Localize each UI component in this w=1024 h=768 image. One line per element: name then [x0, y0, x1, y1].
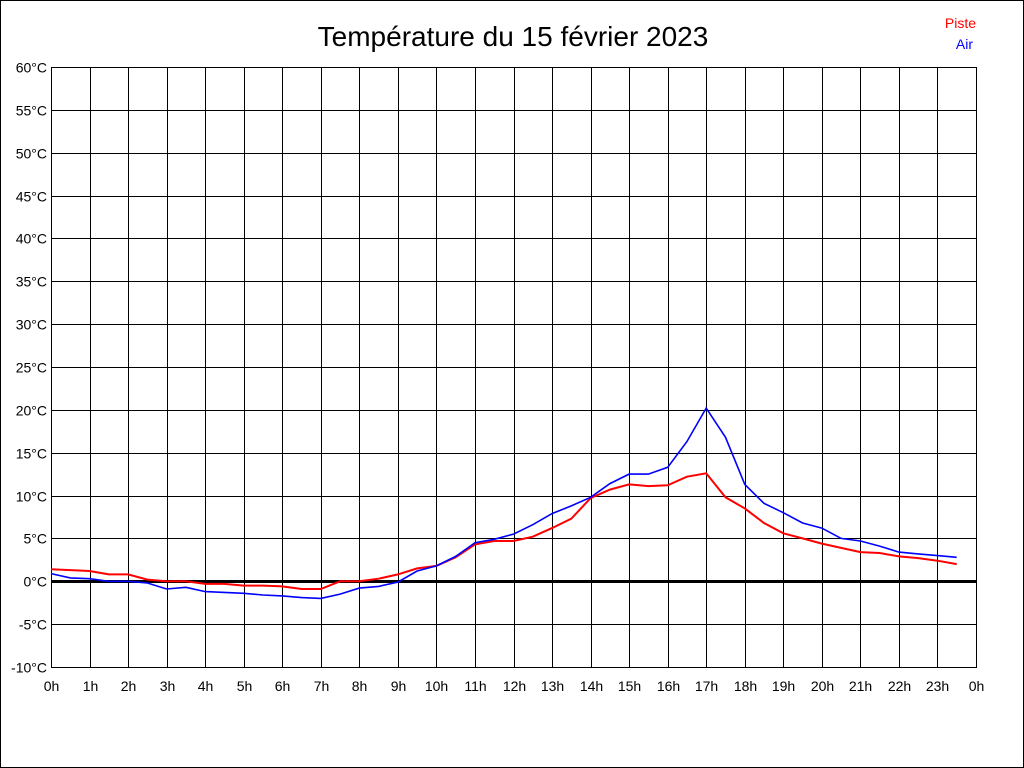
y-tick-label: 30°C — [16, 317, 47, 333]
x-tick-label: 16h — [657, 678, 680, 694]
y-tick-label: 55°C — [16, 103, 47, 119]
x-tick-label: 5h — [237, 678, 253, 694]
y-tick-label: 5°C — [24, 531, 48, 547]
y-tick-label: 0°C — [24, 574, 48, 590]
x-tick-label: 11h — [464, 678, 486, 694]
x-tick-label: 12h — [503, 678, 526, 694]
x-tick-label: 0h — [44, 678, 60, 694]
series-line-piste — [50, 472, 957, 590]
x-tick-label: 20h — [811, 678, 834, 694]
x-tick-label: 9h — [391, 678, 407, 694]
y-tick-label: 20°C — [16, 403, 47, 419]
x-tick-label: 0h — [969, 678, 985, 694]
legend-entry-piste: Piste — [945, 15, 976, 31]
y-tick-label: 35°C — [16, 274, 47, 290]
x-tick-label: 8h — [352, 678, 368, 694]
x-tick-label: 4h — [198, 678, 214, 694]
x-tick-label: 22h — [888, 678, 911, 694]
y-tick-label: 25°C — [16, 360, 47, 376]
x-tick-label: 3h — [160, 678, 176, 694]
y-tick-label: 15°C — [16, 446, 47, 462]
y-tick-label: 10°C — [16, 489, 47, 505]
x-tick-label: 17h — [695, 678, 718, 694]
x-tick-label: 13h — [541, 678, 564, 694]
x-tick-label: 7h — [314, 678, 330, 694]
x-tick-label: 6h — [275, 678, 291, 694]
y-tick-label: -5°C — [19, 617, 47, 633]
x-tick-label: 10h — [425, 678, 448, 694]
x-tick-label: 15h — [618, 678, 641, 694]
legend-entry-air: Air — [956, 36, 973, 52]
y-tick-label: -10°C — [11, 660, 47, 676]
x-tick-label: 19h — [772, 678, 795, 694]
series-line-air — [50, 406, 957, 600]
y-tick-label: 40°C — [16, 231, 47, 247]
x-tick-label: 14h — [580, 678, 603, 694]
chart-title: Température du 15 février 2023 — [318, 21, 709, 52]
y-tick-label: 50°C — [16, 146, 47, 162]
y-tick-label: 60°C — [16, 60, 47, 76]
x-tick-label: 21h — [849, 678, 872, 694]
x-tick-label: 23h — [926, 678, 949, 694]
x-tick-label: 1h — [83, 678, 99, 694]
x-tick-label: 18h — [734, 678, 757, 694]
y-tick-label: 45°C — [16, 189, 47, 205]
x-tick-label: 2h — [121, 678, 137, 694]
